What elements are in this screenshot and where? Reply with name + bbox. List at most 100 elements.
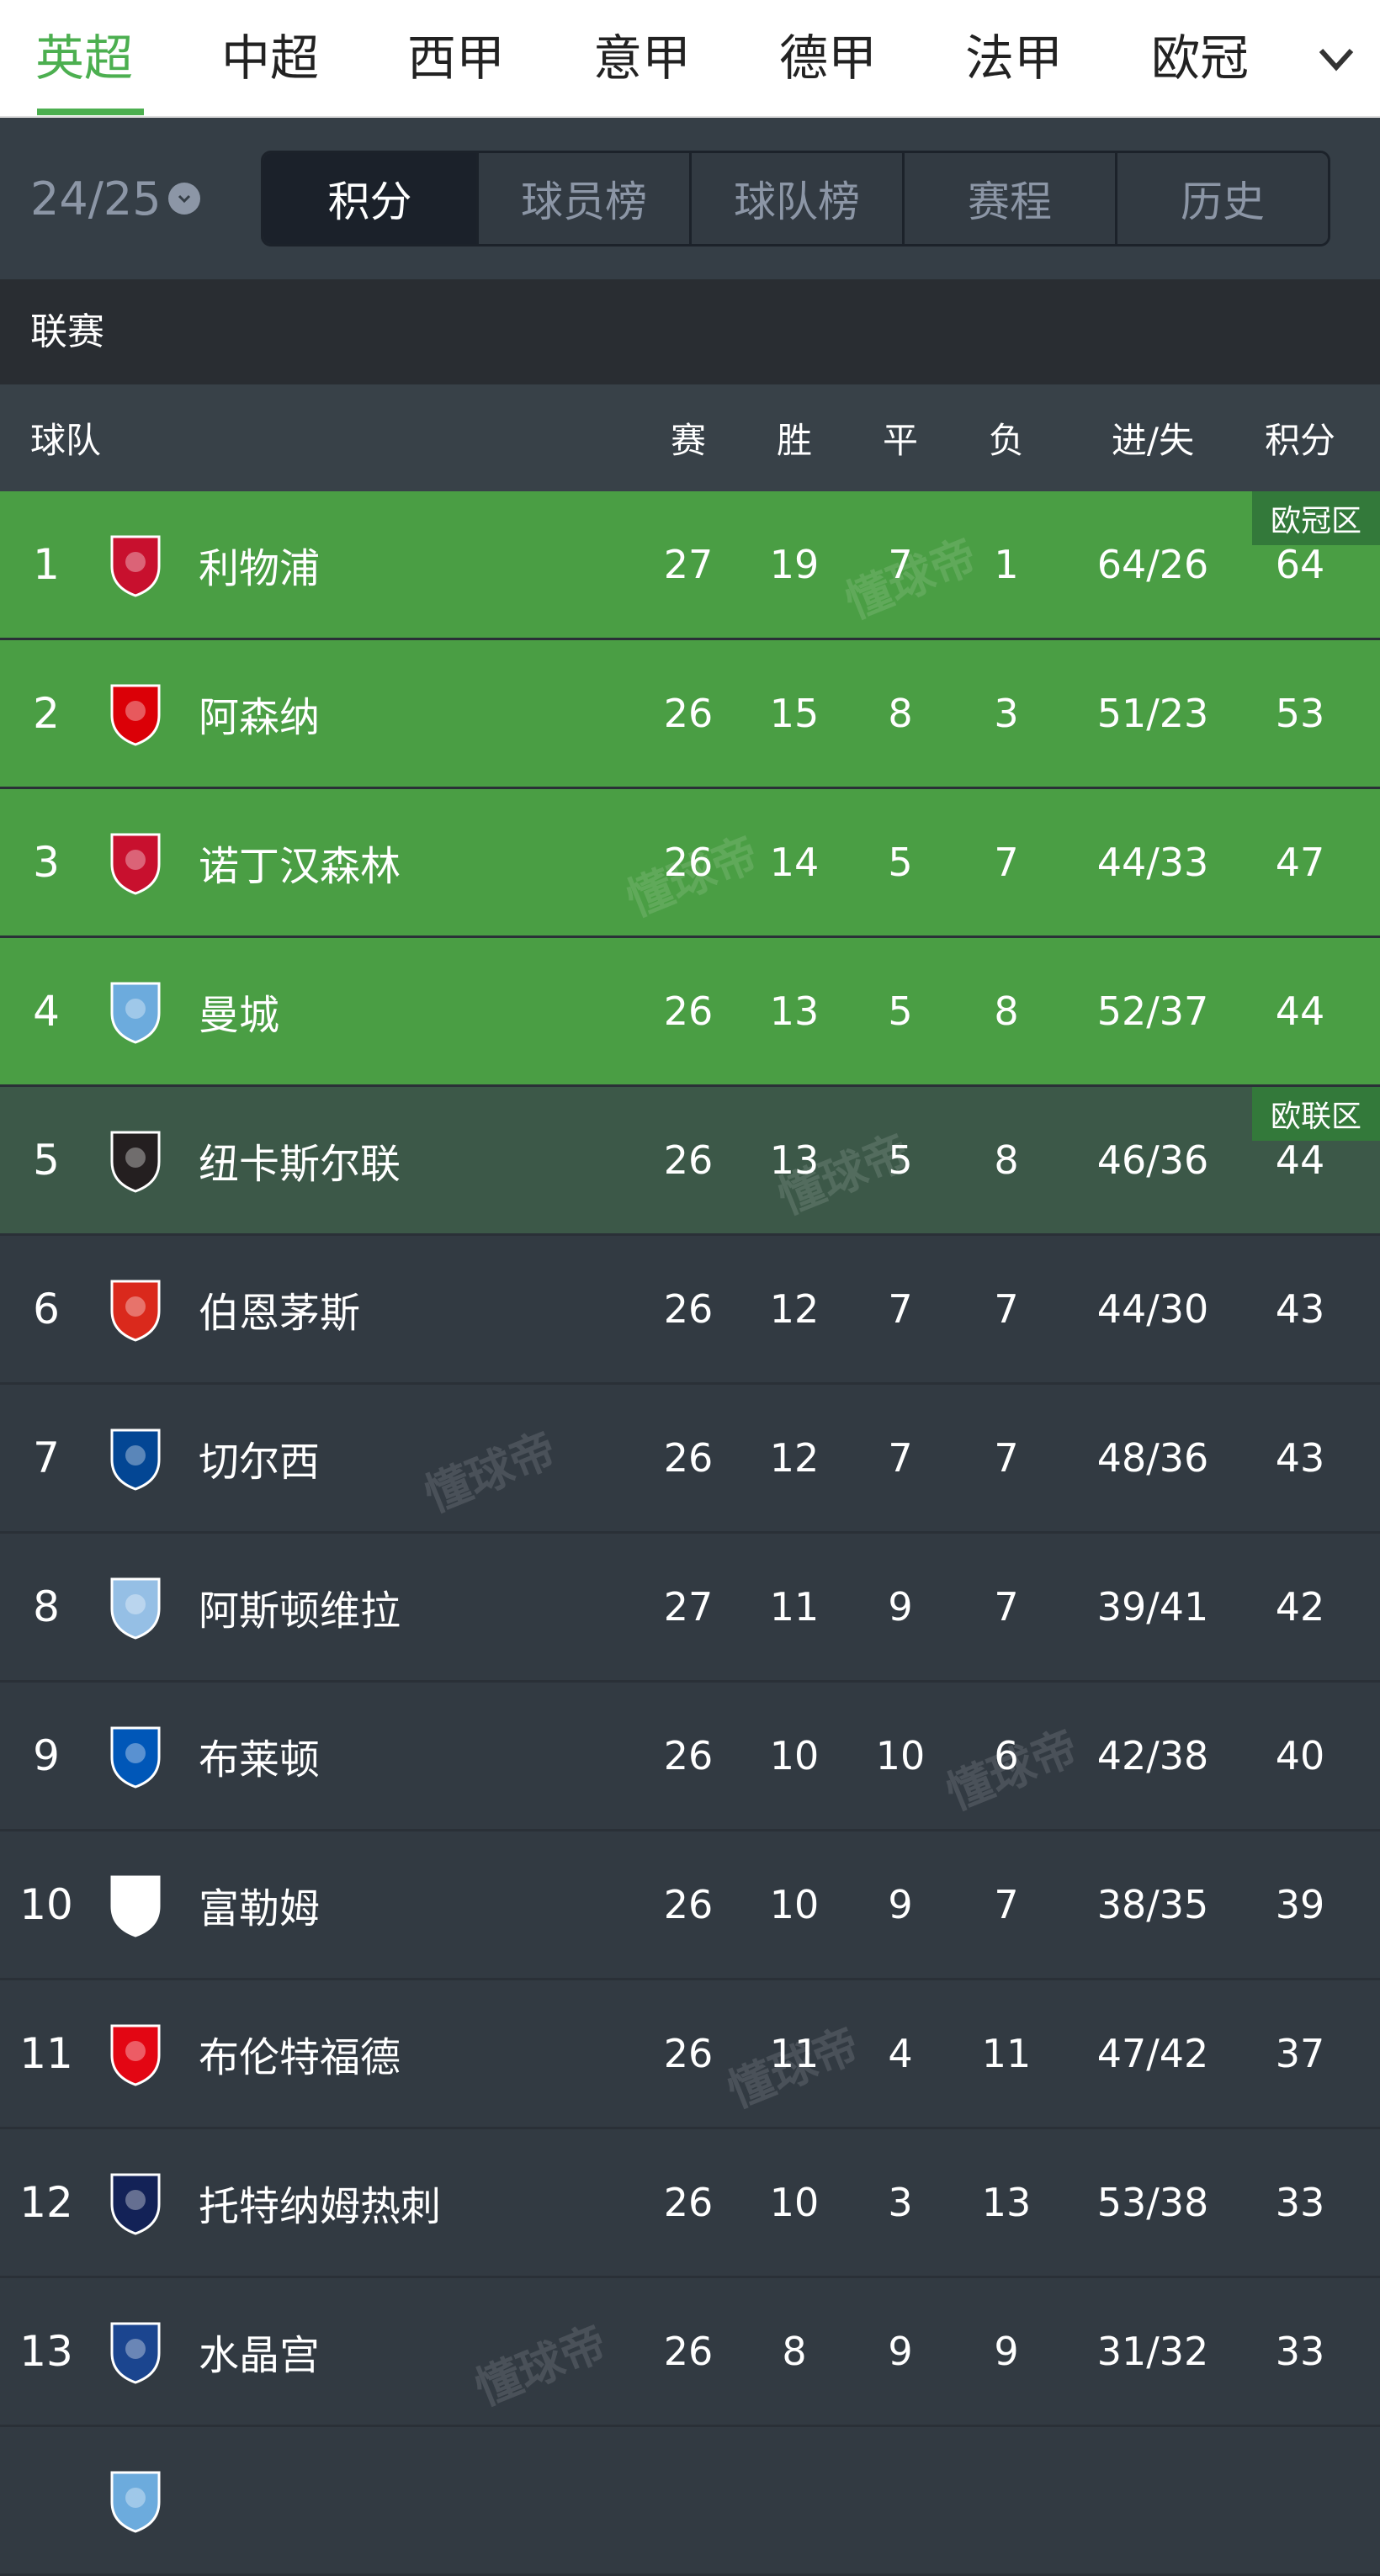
team-name[interactable]: 阿斯顿维拉 (199, 1587, 401, 1635)
sub-header: 24/25 积分 球员榜 球队榜 赛程 历史 (0, 118, 1380, 279)
table-row[interactable]: 1 利物浦 27 19 7 1 64/26 64 欧冠区 懂球帝 (0, 491, 1380, 640)
table-row[interactable]: 8 阿斯顿维拉 27 11 9 7 39/41 42 (0, 1534, 1380, 1683)
rank: 5 (33, 1136, 60, 1185)
rank: 11 (19, 2029, 73, 2078)
table-row[interactable]: 13 水晶宫 26 8 9 9 31/32 33 懂球帝 (0, 2278, 1380, 2427)
stat-d: 7 (888, 1435, 913, 1481)
team-name[interactable]: 布莱顿 (199, 1736, 321, 1784)
stat-g: 53/38 (1096, 2180, 1209, 2225)
team-logo-icon (110, 2173, 161, 2235)
team-logo-icon (110, 1428, 161, 1491)
stat-l: 7 (994, 1584, 1019, 1630)
table-row[interactable]: 12 托特纳姆热刺 26 10 3 13 53/38 33 (0, 2129, 1380, 2278)
table-row[interactable]: 4 曼城 26 13 5 8 52/37 44 (0, 938, 1380, 1087)
sub-tab[interactable]: 历史 (1115, 153, 1328, 244)
stat-pts: 33 (1275, 2329, 1325, 2374)
stat-p: 27 (663, 1584, 714, 1630)
team-logo-icon (110, 2024, 161, 2086)
table-row[interactable]: 10 富勒姆 26 10 9 7 38/35 39 (0, 1831, 1380, 1980)
season-selector[interactable]: 24/25 (30, 172, 261, 225)
table-row[interactable]: 5 纽卡斯尔联 26 13 5 8 46/36 44 欧联区 懂球帝 (0, 1087, 1380, 1236)
stat-p: 26 (663, 840, 714, 885)
team-name[interactable]: 纽卡斯尔联 (199, 1141, 401, 1188)
team-name[interactable]: 切尔西 (199, 1439, 321, 1486)
league-tab[interactable]: 西甲 (407, 29, 506, 87)
stat-g: 31/32 (1096, 2329, 1209, 2374)
stat-l: 9 (994, 2329, 1019, 2374)
stat-pts: 33 (1275, 2180, 1325, 2225)
team-logo-icon (110, 2471, 161, 2533)
stat-d: 3 (888, 2180, 913, 2225)
table-row[interactable]: 11 布伦特福德 26 11 4 11 47/42 37 懂球帝 (0, 1980, 1380, 2129)
col-won: 胜 (776, 420, 813, 461)
stat-l: 1 (994, 542, 1019, 587)
team-name[interactable]: 富勒姆 (199, 1885, 321, 1932)
stat-p: 26 (663, 1286, 714, 1332)
stat-l: 11 (981, 2031, 1032, 2076)
stat-w: 13 (769, 1137, 820, 1183)
stat-pts: 37 (1275, 2031, 1325, 2076)
sub-tab[interactable]: 赛程 (902, 153, 1115, 244)
stat-g: 42/38 (1096, 1733, 1209, 1778)
team-name[interactable]: 水晶宫 (199, 2332, 321, 2379)
stat-pts: 47 (1275, 840, 1325, 885)
stat-pts: 43 (1275, 1435, 1325, 1481)
stat-w: 10 (769, 1882, 820, 1927)
stat-d: 10 (875, 1733, 926, 1778)
rank: 10 (19, 1880, 73, 1929)
stat-w: 10 (769, 1733, 820, 1778)
chevron-down-icon[interactable] (1311, 34, 1361, 84)
watermark: 懂球帝 (467, 2315, 614, 2416)
sub-tab[interactable]: 球队榜 (689, 153, 902, 244)
team-logo-icon (110, 535, 161, 597)
league-tab[interactable]: 法甲 (965, 29, 1064, 87)
rank: 9 (33, 1731, 60, 1780)
rank: 6 (33, 1285, 60, 1333)
stat-pts: 53 (1275, 691, 1325, 736)
league-tab-bar: 英超 中超 西甲 意甲 德甲 法甲 欧冠 (0, 0, 1380, 118)
stat-pts: 39 (1275, 1882, 1325, 1927)
table-row[interactable]: 9 布莱顿 26 10 10 6 42/38 40 懂球帝 (0, 1683, 1380, 1831)
league-tab[interactable]: 德甲 (779, 29, 878, 87)
stat-w: 11 (769, 2031, 820, 2076)
team-name[interactable]: 阿森纳 (199, 694, 321, 741)
table-row[interactable] (0, 2427, 1380, 2576)
stat-p: 26 (663, 2031, 714, 2076)
sub-tab[interactable]: 积分 (263, 153, 476, 244)
stat-w: 12 (769, 1435, 820, 1481)
table-row[interactable]: 3 诺丁汉森林 26 14 5 7 44/33 47 懂球帝 (0, 789, 1380, 938)
table-row[interactable]: 2 阿森纳 26 15 8 3 51/23 53 (0, 640, 1380, 789)
sub-tab-group: 积分 球员榜 球队榜 赛程 历史 (261, 151, 1330, 246)
stat-w: 15 (769, 691, 820, 736)
sub-tab[interactable]: 球员榜 (476, 153, 689, 244)
stat-d: 5 (888, 989, 913, 1034)
stat-g: 38/35 (1096, 1882, 1209, 1927)
stat-p: 26 (663, 1137, 714, 1183)
table-row[interactable]: 6 伯恩茅斯 26 12 7 7 44/30 43 (0, 1236, 1380, 1385)
col-points: 积分 (1264, 420, 1336, 461)
league-tab[interactable]: 英超 (35, 0, 221, 117)
stat-pts: 40 (1275, 1733, 1325, 1778)
team-name[interactable]: 曼城 (199, 992, 280, 1039)
table-row[interactable]: 7 切尔西 26 12 7 7 48/36 43 懂球帝 (0, 1385, 1380, 1534)
stat-d: 5 (888, 1137, 913, 1183)
team-name[interactable]: 托特纳姆热刺 (199, 2183, 442, 2230)
team-name[interactable]: 布伦特福德 (199, 2034, 401, 2081)
league-tab[interactable]: 中超 (221, 29, 320, 87)
rank: 13 (19, 2327, 73, 2376)
rank: 7 (33, 1434, 60, 1482)
stat-w: 12 (769, 1286, 820, 1332)
standings-table: 1 利物浦 27 19 7 1 64/26 64 欧冠区 懂球帝 2 阿森纳 26 15 8 3 51/23… (0, 491, 1380, 2576)
col-goals: 进/失 (1111, 420, 1195, 461)
table-header: 球队 赛 胜 平 负 进/失 积分 (0, 384, 1380, 491)
stat-g: 44/30 (1096, 1286, 1209, 1332)
stat-w: 14 (769, 840, 820, 885)
league-tab[interactable]: 欧冠 (1151, 29, 1250, 87)
stat-pts: 64 (1275, 542, 1325, 587)
stat-l: 7 (994, 1882, 1019, 1927)
team-logo-icon (110, 1875, 161, 1937)
team-name[interactable]: 诺丁汉森林 (199, 843, 401, 890)
league-tab[interactable]: 意甲 (593, 29, 692, 87)
team-name[interactable]: 利物浦 (199, 545, 321, 592)
team-name[interactable]: 伯恩茅斯 (199, 1290, 361, 1337)
